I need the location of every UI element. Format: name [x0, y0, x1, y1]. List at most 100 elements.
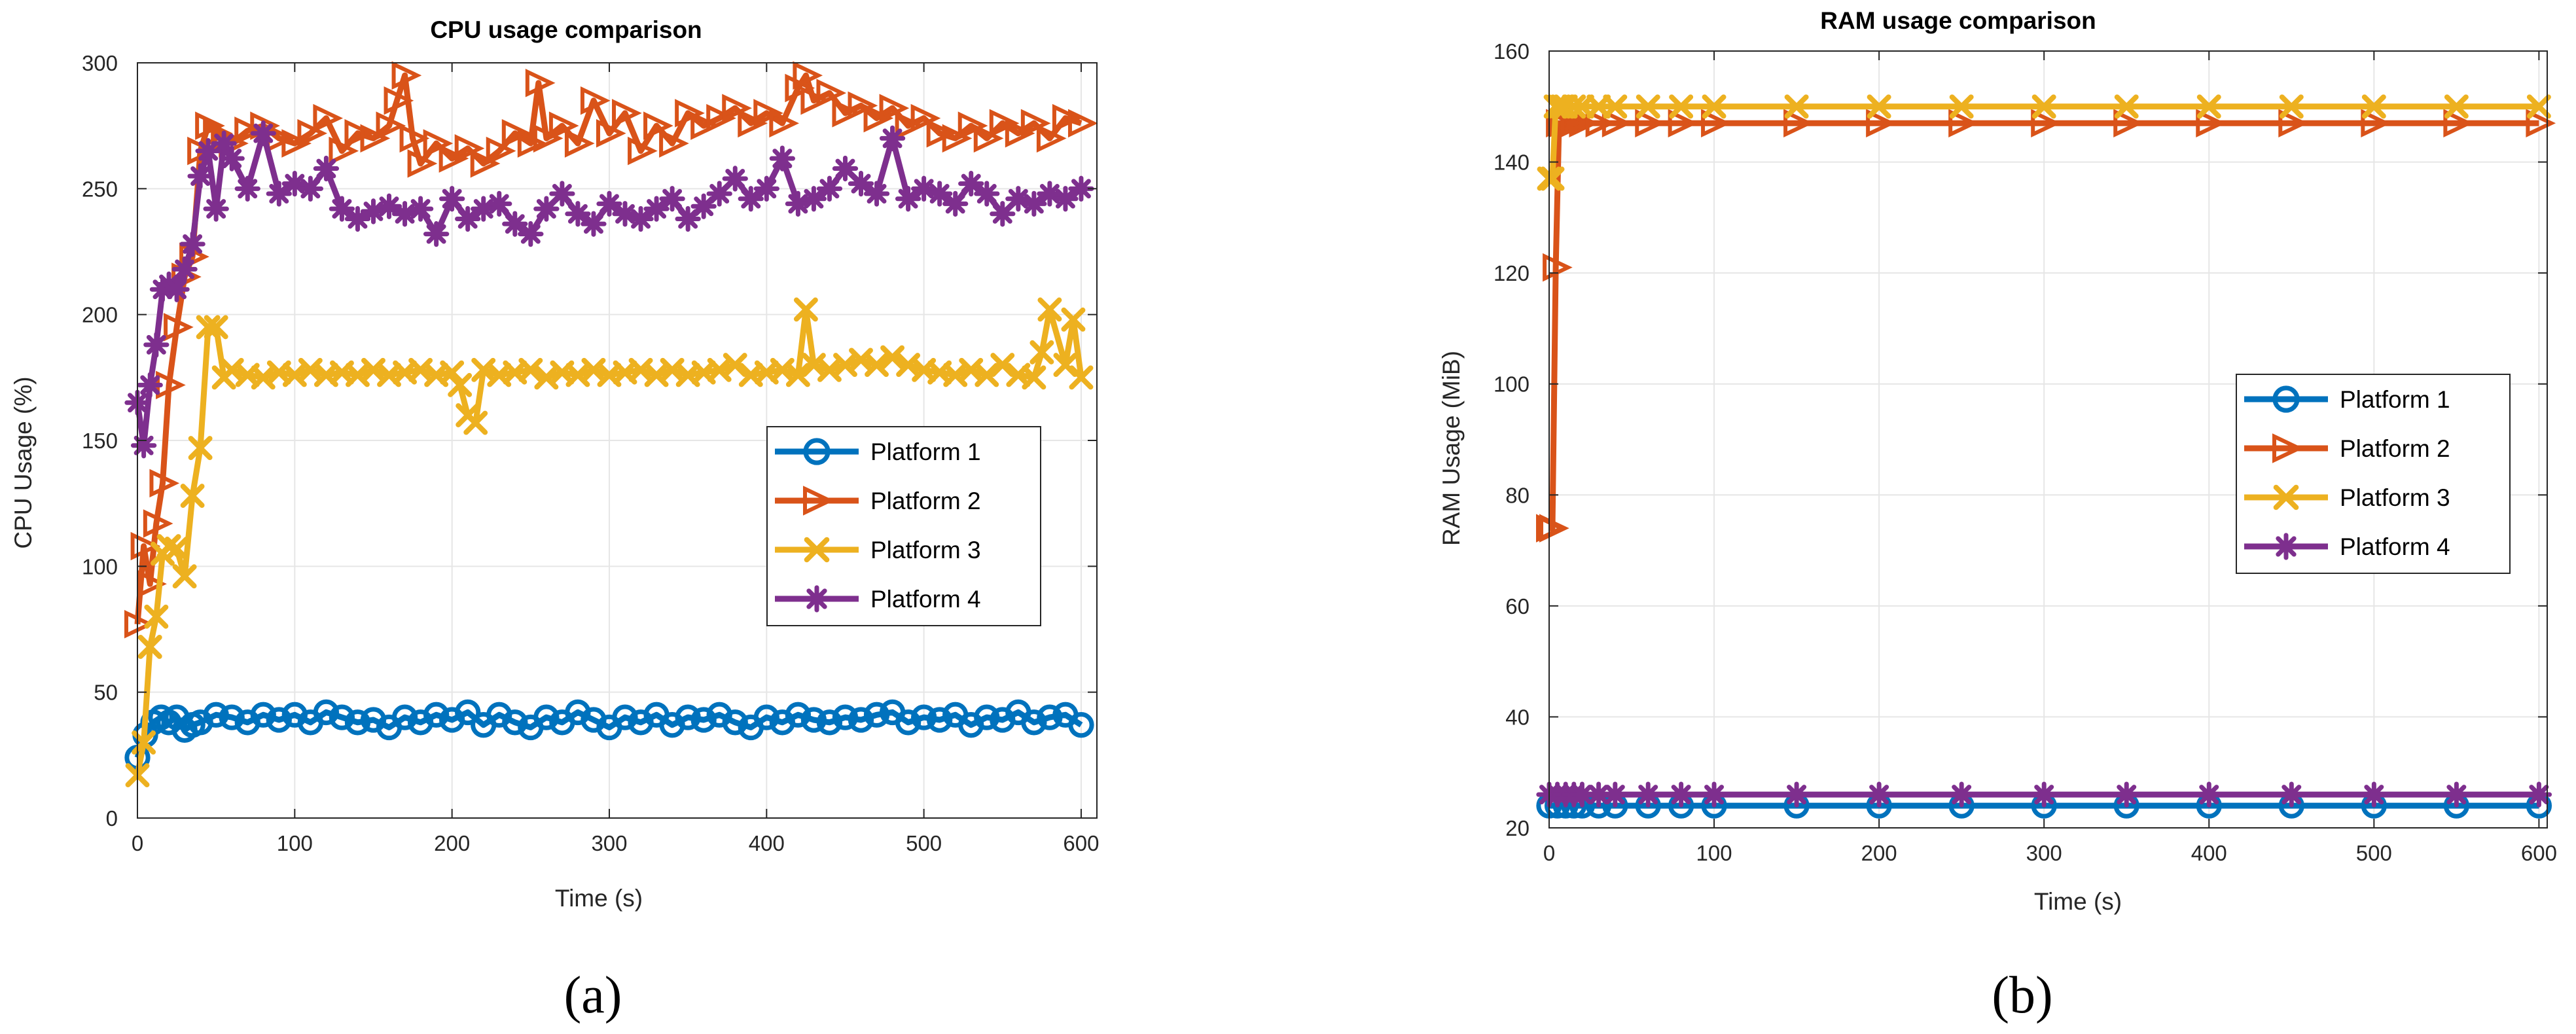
cpu-x-tick-label: 400	[749, 831, 785, 855]
cpu-data-point	[643, 196, 670, 222]
cpu-data-point	[832, 99, 863, 128]
cpu-data-point	[438, 144, 469, 173]
cpu-data-point	[518, 357, 543, 382]
ram-x-tick-label: 500	[2356, 841, 2392, 865]
ram-data-point	[1866, 781, 1892, 808]
cpu-data-point	[360, 198, 387, 224]
cpu-data-point	[863, 181, 890, 207]
cpu-data-point	[580, 86, 611, 115]
cpu-data-point	[376, 111, 406, 140]
ram-data-point	[2361, 94, 2386, 119]
cpu-data-point	[187, 163, 213, 189]
cpu-data-point	[533, 124, 564, 153]
cpu-data-point	[1021, 709, 1047, 736]
cpu-data-point	[188, 436, 213, 460]
ram-data-point	[1635, 109, 1665, 137]
cpu-data-point	[455, 699, 481, 726]
cpu-data-point	[942, 190, 969, 217]
cpu-data-point	[1037, 704, 1063, 730]
ram-data-point	[1585, 781, 1612, 808]
cpu-data-point	[313, 699, 340, 726]
cpu-data-point	[297, 175, 324, 202]
cpu-legend-item-3: Platform 3	[775, 537, 981, 563]
cpu-data-point	[564, 129, 595, 158]
cpu-data-point	[1005, 118, 1035, 148]
cpu-data-point	[344, 118, 375, 148]
cpu-data-point	[863, 103, 894, 133]
ram-data-point	[2361, 781, 2387, 808]
cpu-data-point	[454, 134, 485, 163]
cpu-data-point	[486, 136, 516, 166]
cpu-y-tick-label: 100	[82, 554, 118, 579]
ram-y-tick-label: 100	[1494, 372, 1530, 397]
ram-data-point	[2031, 781, 2057, 808]
cpu-data-point	[1052, 103, 1082, 133]
cpu-data-point	[643, 111, 673, 140]
cpu-data-point	[706, 103, 736, 133]
ram-legend-item-2: Platform 2	[2244, 433, 2450, 463]
cpu-data-point	[329, 704, 355, 730]
ram-data-point	[1586, 94, 1611, 119]
cpu-data-point	[313, 155, 340, 182]
ram-data-point	[2526, 94, 2551, 119]
cpu-x-tick-label: 100	[277, 831, 313, 855]
cpu-data-point	[391, 61, 422, 90]
cpu-data-point	[329, 196, 355, 222]
ram-series-group	[1536, 94, 2556, 819]
ram-data-point	[2031, 94, 2056, 119]
cpu-data-point	[927, 181, 953, 207]
cpu-data-point	[722, 709, 748, 736]
cpu-data-point	[391, 201, 418, 227]
cpu-legend-item-2: Platform 2	[775, 486, 981, 516]
cpu-data-point	[448, 372, 473, 397]
cpu-data-point	[895, 111, 925, 140]
cpu-y-tick-label: 0	[106, 806, 118, 830]
ram-data-point	[1784, 94, 1809, 119]
cpu-data-point	[463, 410, 488, 435]
cpu-data-point	[1061, 307, 1086, 332]
ram-x-tick-label: 200	[1861, 841, 1897, 865]
cpu-data-point	[863, 702, 890, 728]
cpu-data-point	[989, 109, 1020, 138]
cpu-data-point	[329, 136, 359, 166]
cpu-data-point	[439, 186, 465, 212]
ram-legend-label: Platform 4	[2340, 533, 2450, 560]
ram-data-point	[1948, 781, 1975, 808]
cpu-series-group	[124, 61, 1098, 788]
cpu-data-point	[690, 193, 717, 219]
cpu-data-point	[973, 124, 1004, 153]
cpu-data-point	[612, 201, 638, 227]
cpu-data-point	[533, 704, 560, 730]
cpu-data-point	[974, 704, 1000, 730]
ram-ticks: 0 100 200 300 400 500 600 20 40 60 80 100 120 140 160	[1494, 39, 2557, 865]
ram-legend-marker	[2272, 533, 2300, 560]
cpu-data-point	[880, 345, 905, 370]
cpu-data-point	[865, 353, 889, 378]
ram-data-point	[1539, 514, 1569, 543]
cpu-data-point	[990, 353, 1015, 378]
cpu-data-point	[785, 363, 810, 387]
cpu-data-point	[927, 707, 953, 733]
cpu-data-point	[785, 73, 815, 103]
cpu-data-point	[612, 704, 638, 730]
cpu-data-point	[1052, 186, 1079, 212]
ram-legend-marker	[2272, 385, 2300, 413]
ram-y-tick-label: 20	[1505, 816, 1530, 840]
cpu-data-point	[816, 709, 843, 736]
cpu-data-point	[219, 145, 245, 171]
cpu-data-point	[816, 175, 843, 202]
cpu-x-tick-label: 500	[906, 831, 942, 855]
ram-legend: Platform 1 Platform 2 Platform 3 Platform 4	[2236, 374, 2511, 574]
cpu-data-point	[144, 604, 169, 629]
cpu-data-point	[832, 155, 859, 182]
cpu-data-point	[596, 190, 622, 217]
cpu-x-tick-label: 0	[132, 831, 143, 855]
cpu-data-point	[164, 276, 190, 302]
cpu-y-axis-label: CPU Usage (%)	[10, 376, 37, 548]
cpu-data-point	[879, 94, 910, 122]
cpu-data-point	[910, 704, 937, 730]
cpu-series-4	[124, 120, 1094, 459]
ram-data-point	[2113, 781, 2139, 808]
cpu-data-point	[518, 221, 544, 247]
cpu-data-point	[1005, 186, 1031, 212]
